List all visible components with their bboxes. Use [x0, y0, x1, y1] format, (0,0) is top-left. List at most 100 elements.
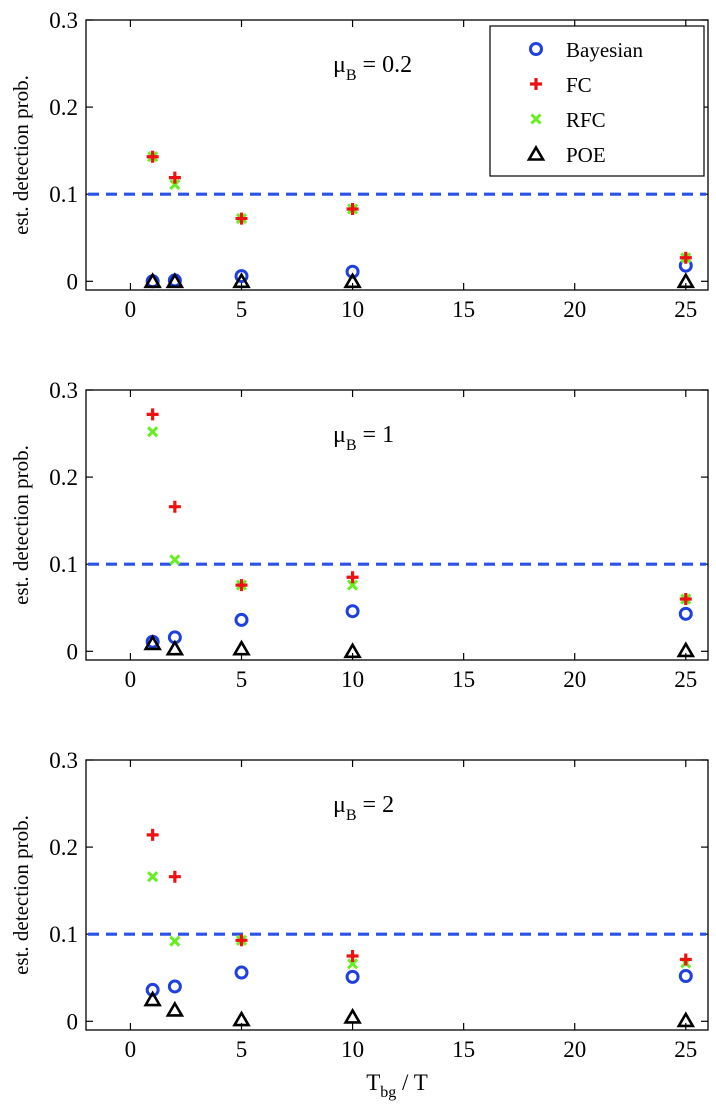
- data-point-rfc: [169, 554, 181, 566]
- x-tick-label: 10: [341, 297, 364, 322]
- series-fc: [146, 150, 692, 264]
- series-rfc: [147, 871, 692, 970]
- data-point-bayesian: [678, 606, 693, 621]
- y-tick-label: 0: [67, 639, 79, 664]
- x-tick-label: 0: [125, 297, 137, 322]
- y-tick-label: 0.2: [49, 835, 78, 860]
- data-point-poe: [676, 641, 696, 658]
- plot-frame: [85, 389, 709, 661]
- data-point-bayesian: [234, 269, 249, 284]
- data-point-rfc: [147, 426, 159, 438]
- data-point-bayesian: [345, 604, 360, 619]
- x-tick-label: 5: [236, 667, 248, 692]
- x-tick-label: 25: [674, 1037, 697, 1062]
- legend-box: [489, 25, 705, 177]
- data-point-poe: [676, 272, 696, 289]
- series-bayesian: [145, 258, 693, 289]
- data-point-poe: [232, 272, 251, 289]
- x-tick-label: 20: [563, 667, 586, 692]
- x-tick-label: 5: [236, 1037, 248, 1062]
- data-point-fc: [346, 949, 359, 962]
- x-tick-label: 0: [125, 1037, 137, 1062]
- annotation-value: = 1: [357, 422, 395, 448]
- annotation-subscript: B: [346, 67, 357, 84]
- data-point-poe: [343, 272, 362, 289]
- plot-frame: [85, 19, 709, 291]
- data-point-fc: [168, 500, 181, 513]
- data-point-bayesian: [345, 969, 360, 984]
- data-point-rfc: [147, 871, 159, 883]
- series-bayesian: [145, 604, 693, 649]
- legend: Bayesian FC RFC POE: [489, 25, 705, 177]
- y-tick-label: 0.3: [49, 748, 78, 773]
- data-point-poe: [165, 1000, 185, 1017]
- x-tick-label: 0: [125, 667, 137, 692]
- y-tick-label: 0.3: [49, 378, 78, 403]
- data-point-poe: [343, 642, 362, 659]
- data-point-poe: [143, 990, 162, 1007]
- panel-annotation: μB = 1: [333, 422, 394, 454]
- data-point-bayesian: [167, 979, 182, 994]
- data-point-fc: [346, 203, 359, 215]
- y-tick-label: 0.1: [49, 182, 78, 207]
- y-axis-label: est. detection prob.: [9, 445, 33, 605]
- y-tick-label: 0.2: [49, 95, 78, 120]
- panel-annotation: μB = 2: [333, 792, 394, 824]
- x-tick-label: 25: [674, 667, 697, 692]
- x-tick-label: 15: [452, 667, 475, 692]
- series-fc: [146, 408, 692, 606]
- data-point-rfc: [347, 958, 359, 970]
- data-point-fc: [679, 251, 692, 264]
- annotation-symbol: μ: [333, 792, 346, 818]
- y-tick-label: 0: [67, 1009, 79, 1034]
- data-point-poe: [343, 1007, 362, 1024]
- data-point-poe: [676, 1011, 696, 1028]
- cross-icon: [530, 113, 542, 125]
- series-bayesian: [145, 965, 693, 997]
- data-point-fc: [146, 828, 159, 841]
- data-point-fc: [168, 870, 181, 883]
- legend-label-bayesian: Bayesian: [566, 38, 643, 62]
- y-tick-label: 0.1: [49, 552, 78, 577]
- data-point-bayesian: [234, 965, 249, 980]
- legend-label-fc: FC: [566, 73, 592, 97]
- annotation-symbol: μ: [333, 422, 346, 448]
- x-axis-label-suffix: / T: [396, 1070, 428, 1095]
- x-tick-label: 20: [563, 1037, 586, 1062]
- data-point-poe: [232, 639, 251, 656]
- x-tick-label: 10: [341, 667, 364, 692]
- x-tick-label: 15: [452, 297, 475, 322]
- y-tick-label: 0: [67, 269, 79, 294]
- data-point-poe: [165, 639, 185, 656]
- y-axis-label: est. detection prob.: [9, 75, 33, 235]
- x-tick-label: 25: [674, 297, 697, 322]
- data-point-fc: [235, 934, 248, 947]
- legend-label-poe: POE: [566, 143, 606, 167]
- series-fc: [146, 828, 692, 966]
- annotation-value: = 0.2: [357, 52, 413, 78]
- data-point-fc: [146, 150, 159, 163]
- data-point-bayesian: [234, 612, 249, 627]
- circle-icon: [529, 42, 543, 56]
- subplot-1: 0 5 10 15 20 25 0 0.1 0.2 0.3 est. detection prob.…: [9, 8, 709, 322]
- series-poe: [143, 990, 696, 1028]
- data-point-poe: [143, 272, 162, 289]
- annotation-symbol: μ: [333, 52, 346, 78]
- data-point-rfc: [347, 579, 359, 591]
- x-tick-label: 20: [563, 297, 586, 322]
- x-tick-label: 5: [236, 297, 248, 322]
- data-point-rfc: [169, 179, 181, 191]
- data-point-fc: [346, 571, 359, 584]
- data-point-rfc: [169, 935, 181, 947]
- triangle-icon: [526, 144, 546, 161]
- x-axis-label-subscript: bg: [380, 1084, 396, 1101]
- data-point-fc: [168, 171, 181, 184]
- y-tick-label: 0.1: [49, 922, 78, 947]
- x-tick-label: 10: [341, 1037, 364, 1062]
- data-point-fc: [146, 408, 159, 421]
- x-tick-label: 15: [452, 1037, 475, 1062]
- data-point-fc: [679, 593, 692, 606]
- subplot-3: 0 5 10 15 20 25 0 0.1 0.2 0.3 est. detection prob.…: [9, 748, 709, 1101]
